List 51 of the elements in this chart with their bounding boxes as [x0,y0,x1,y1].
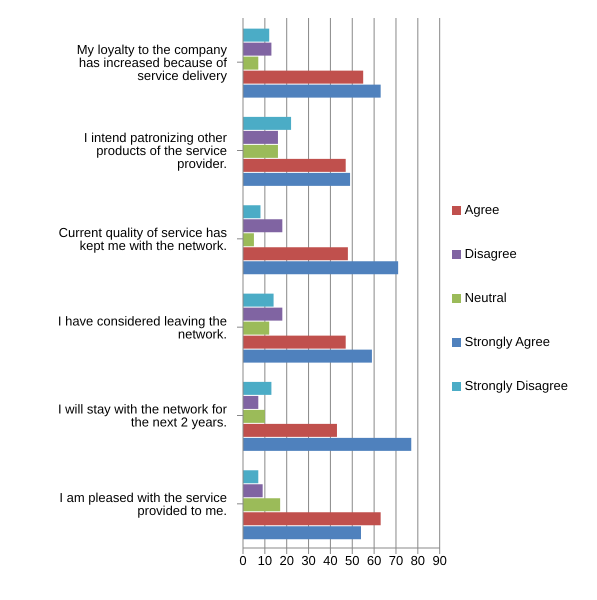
legend-label: Agree [464,202,500,217]
x-tick-label: 20 [279,553,294,568]
x-tick-label: 60 [366,553,382,568]
bar [243,56,258,70]
x-tick-label: 40 [323,553,338,568]
x-tick-label: 80 [410,553,426,568]
bar [243,84,381,98]
bar [243,247,348,260]
y-tick-label: I am pleased with the service provided to me. [59,490,227,518]
bar [243,158,346,172]
x-tick-label: 70 [388,553,404,568]
bar [243,70,364,84]
bar [243,144,278,158]
bar [243,382,272,395]
bar [243,28,270,42]
bar [243,172,350,186]
bar [243,512,381,526]
bar [243,470,258,484]
bar [243,42,272,56]
bar [243,205,260,218]
bar [243,498,280,512]
bar [243,261,398,274]
bar [243,396,258,409]
bar [243,130,278,144]
x-tick-label: 50 [345,553,360,568]
bar [243,233,254,246]
bar [243,438,412,451]
y-tick-label: Current quality of service has kept me with the network. [58,224,228,253]
bar [243,350,372,363]
bar [243,116,292,130]
bar [243,410,265,423]
y-tick-label: My loyalty to the company has increased because of service delivery [76,42,228,83]
x-tick-label: 30 [301,553,316,568]
x-tick-label: 0 [239,553,247,568]
bar [243,308,282,321]
bar [243,294,274,307]
y-tick-label: I will stay with the network for the next 2 years. [58,402,228,430]
legend-label: Disagree [464,246,517,261]
legend-label: Strongly Agree [464,334,550,349]
y-tick-label: I intend patronizing other products of the service provider. [84,130,228,172]
bar [243,219,282,232]
bar [243,484,263,498]
y-tick-label: I have considered leaving the network. [58,313,227,342]
legend-label: Neutral [464,290,507,305]
bar [243,322,270,335]
legend-label: Strongly Disagree [464,378,568,393]
x-tick-label: 90 [432,553,447,568]
bar [243,526,362,540]
bar [243,336,346,349]
x-tick-label: 10 [258,553,272,568]
bar [243,424,337,437]
